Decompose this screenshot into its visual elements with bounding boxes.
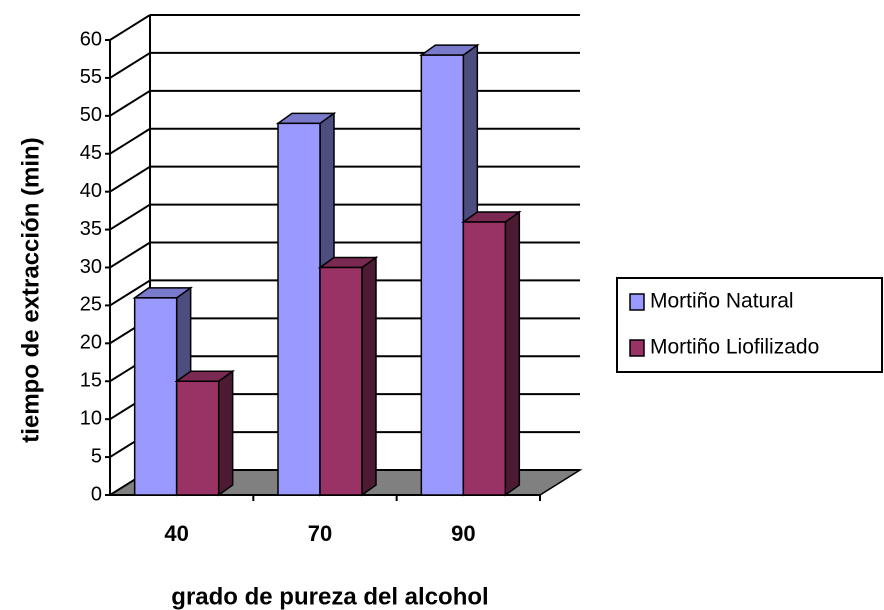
- grid-line: [109, 52, 151, 79]
- grid-line: [109, 14, 151, 41]
- y-axis-title: tiempo de extracción (min): [17, 137, 44, 442]
- bar: [317, 256, 379, 497]
- grid-line: [109, 165, 151, 193]
- y-tick-label: 5: [91, 445, 102, 467]
- y-tick-label: 25: [80, 294, 102, 316]
- y-tick-label: 10: [80, 407, 102, 429]
- bar-front: [277, 122, 321, 496]
- bar-front: [420, 54, 465, 496]
- grid-line: [109, 279, 151, 307]
- y-tick-label: 15: [80, 370, 102, 392]
- y-tick-label: 55: [80, 66, 102, 88]
- bar-front: [462, 221, 507, 496]
- x-axis-title: grado de pureza del alcohol: [171, 583, 488, 610]
- y-tick-label: 60: [80, 28, 102, 50]
- bar-front: [175, 380, 220, 496]
- grid-line: [109, 241, 151, 269]
- legend-label: Mortiño Liofilizado: [650, 336, 819, 359]
- bar-front: [319, 266, 363, 496]
- x-tick-label: 90: [451, 521, 475, 546]
- legend-swatch: [629, 339, 645, 357]
- x-tick-label: 40: [164, 521, 188, 546]
- bar-side: [361, 256, 377, 497]
- legend-box: [616, 277, 883, 373]
- grid-line: [109, 89, 151, 117]
- grid-line: [109, 127, 151, 155]
- bar: [174, 369, 236, 497]
- grid-line: [109, 203, 151, 231]
- bar: [460, 210, 522, 497]
- y-tick-label: 45: [80, 142, 102, 164]
- bar-side: [504, 210, 521, 497]
- legend-swatch: [629, 293, 645, 311]
- x-tick-label: 70: [308, 521, 332, 546]
- y-tick-label: 20: [80, 332, 102, 354]
- y-tick-label: 0: [91, 483, 102, 505]
- y-tick-label: 35: [80, 218, 102, 240]
- bar-side: [217, 369, 234, 497]
- legend-label: Mortiño Natural: [650, 290, 794, 313]
- y-tick-label: 50: [80, 104, 102, 126]
- y-tick-label: 30: [80, 256, 102, 278]
- y-tick-label: 40: [80, 180, 102, 202]
- bar-front: [133, 297, 178, 496]
